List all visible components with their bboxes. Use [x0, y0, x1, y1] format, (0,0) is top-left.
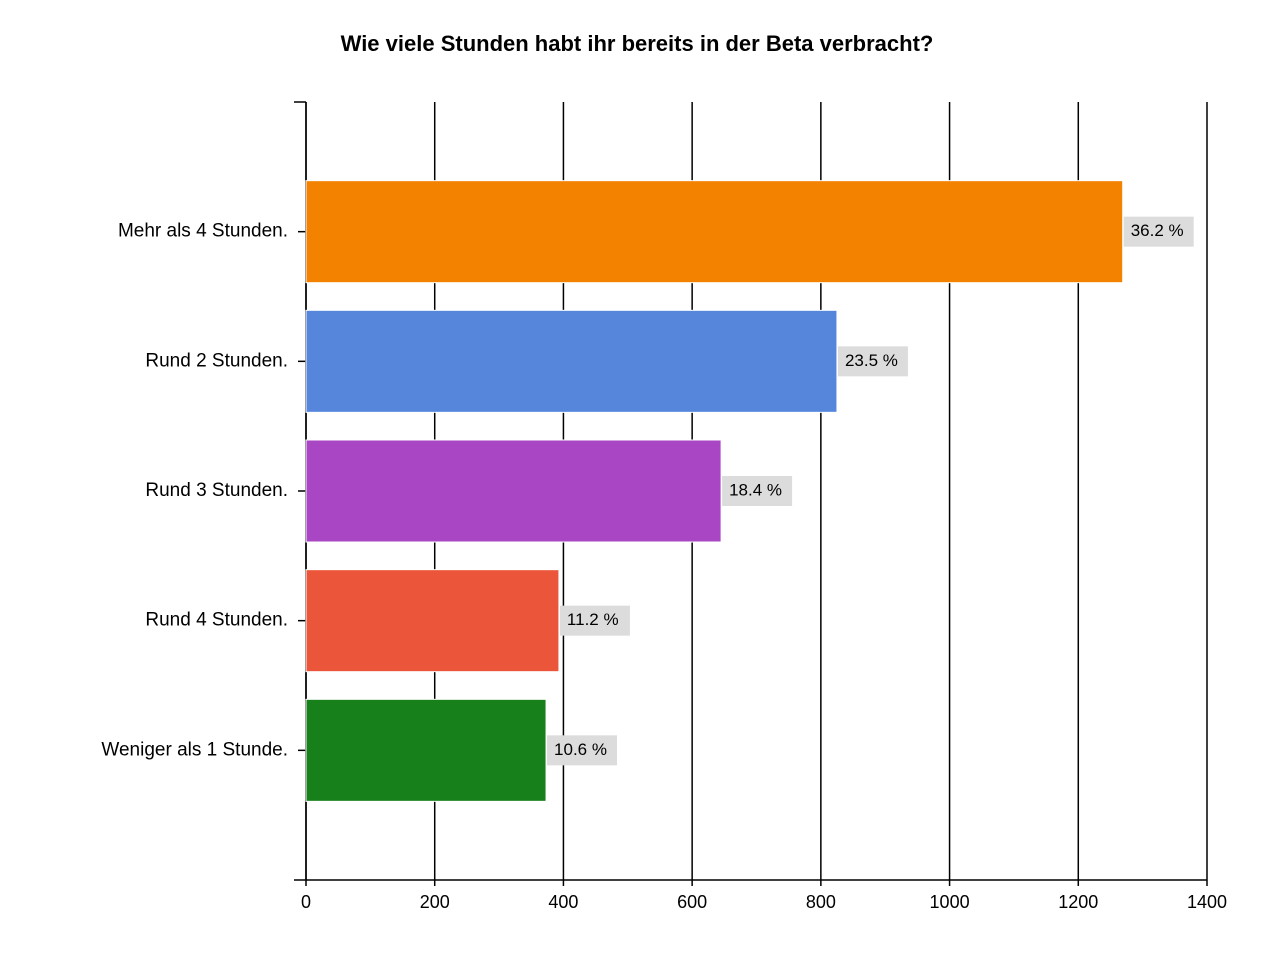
data-label-group: 11.2 %	[559, 605, 630, 636]
x-tick-label: 600	[677, 892, 707, 912]
data-label-group: 18.4 %	[722, 476, 793, 506]
data-label: 36.2 %	[1131, 221, 1184, 240]
x-tick-label: 400	[548, 892, 578, 912]
chart-title: Wie viele Stunden habt ihr bereits in de…	[341, 31, 934, 56]
x-tick-label: 1000	[930, 892, 970, 912]
data-label: 10.6 %	[554, 740, 607, 759]
y-tick-label: Weniger als 1 Stunde.	[101, 739, 288, 760]
x-tick-label: 0	[301, 892, 311, 912]
data-label-bg	[722, 476, 793, 506]
bar	[305, 180, 1124, 284]
x-tick-label: 1400	[1187, 892, 1227, 912]
x-tick-label: 800	[806, 892, 836, 912]
data-label-bg	[1123, 216, 1194, 247]
bar	[305, 439, 722, 543]
data-label-group: 23.5 %	[837, 346, 908, 377]
data-label-group: 36.2 %	[1123, 216, 1194, 247]
data-label-bg	[547, 735, 618, 766]
bar	[305, 309, 838, 413]
data-label-bg	[837, 346, 908, 377]
data-label: 11.2 %	[567, 610, 619, 629]
bar	[305, 569, 560, 673]
y-tick-label: Rund 2 Stunden.	[145, 350, 288, 371]
data-label: 23.5 %	[845, 351, 898, 370]
y-tick-label: Rund 4 Stunden.	[145, 610, 288, 631]
data-label: 18.4 %	[729, 480, 782, 499]
bar	[305, 698, 547, 802]
y-tick-label: Mehr als 4 Stunden.	[118, 221, 288, 242]
x-tick-label: 1200	[1058, 892, 1098, 912]
data-label-bg	[559, 605, 630, 636]
x-tick-label: 200	[420, 892, 450, 912]
y-tick-label: Rund 3 Stunden.	[145, 480, 288, 501]
data-label-group: 10.6 %	[547, 735, 618, 766]
